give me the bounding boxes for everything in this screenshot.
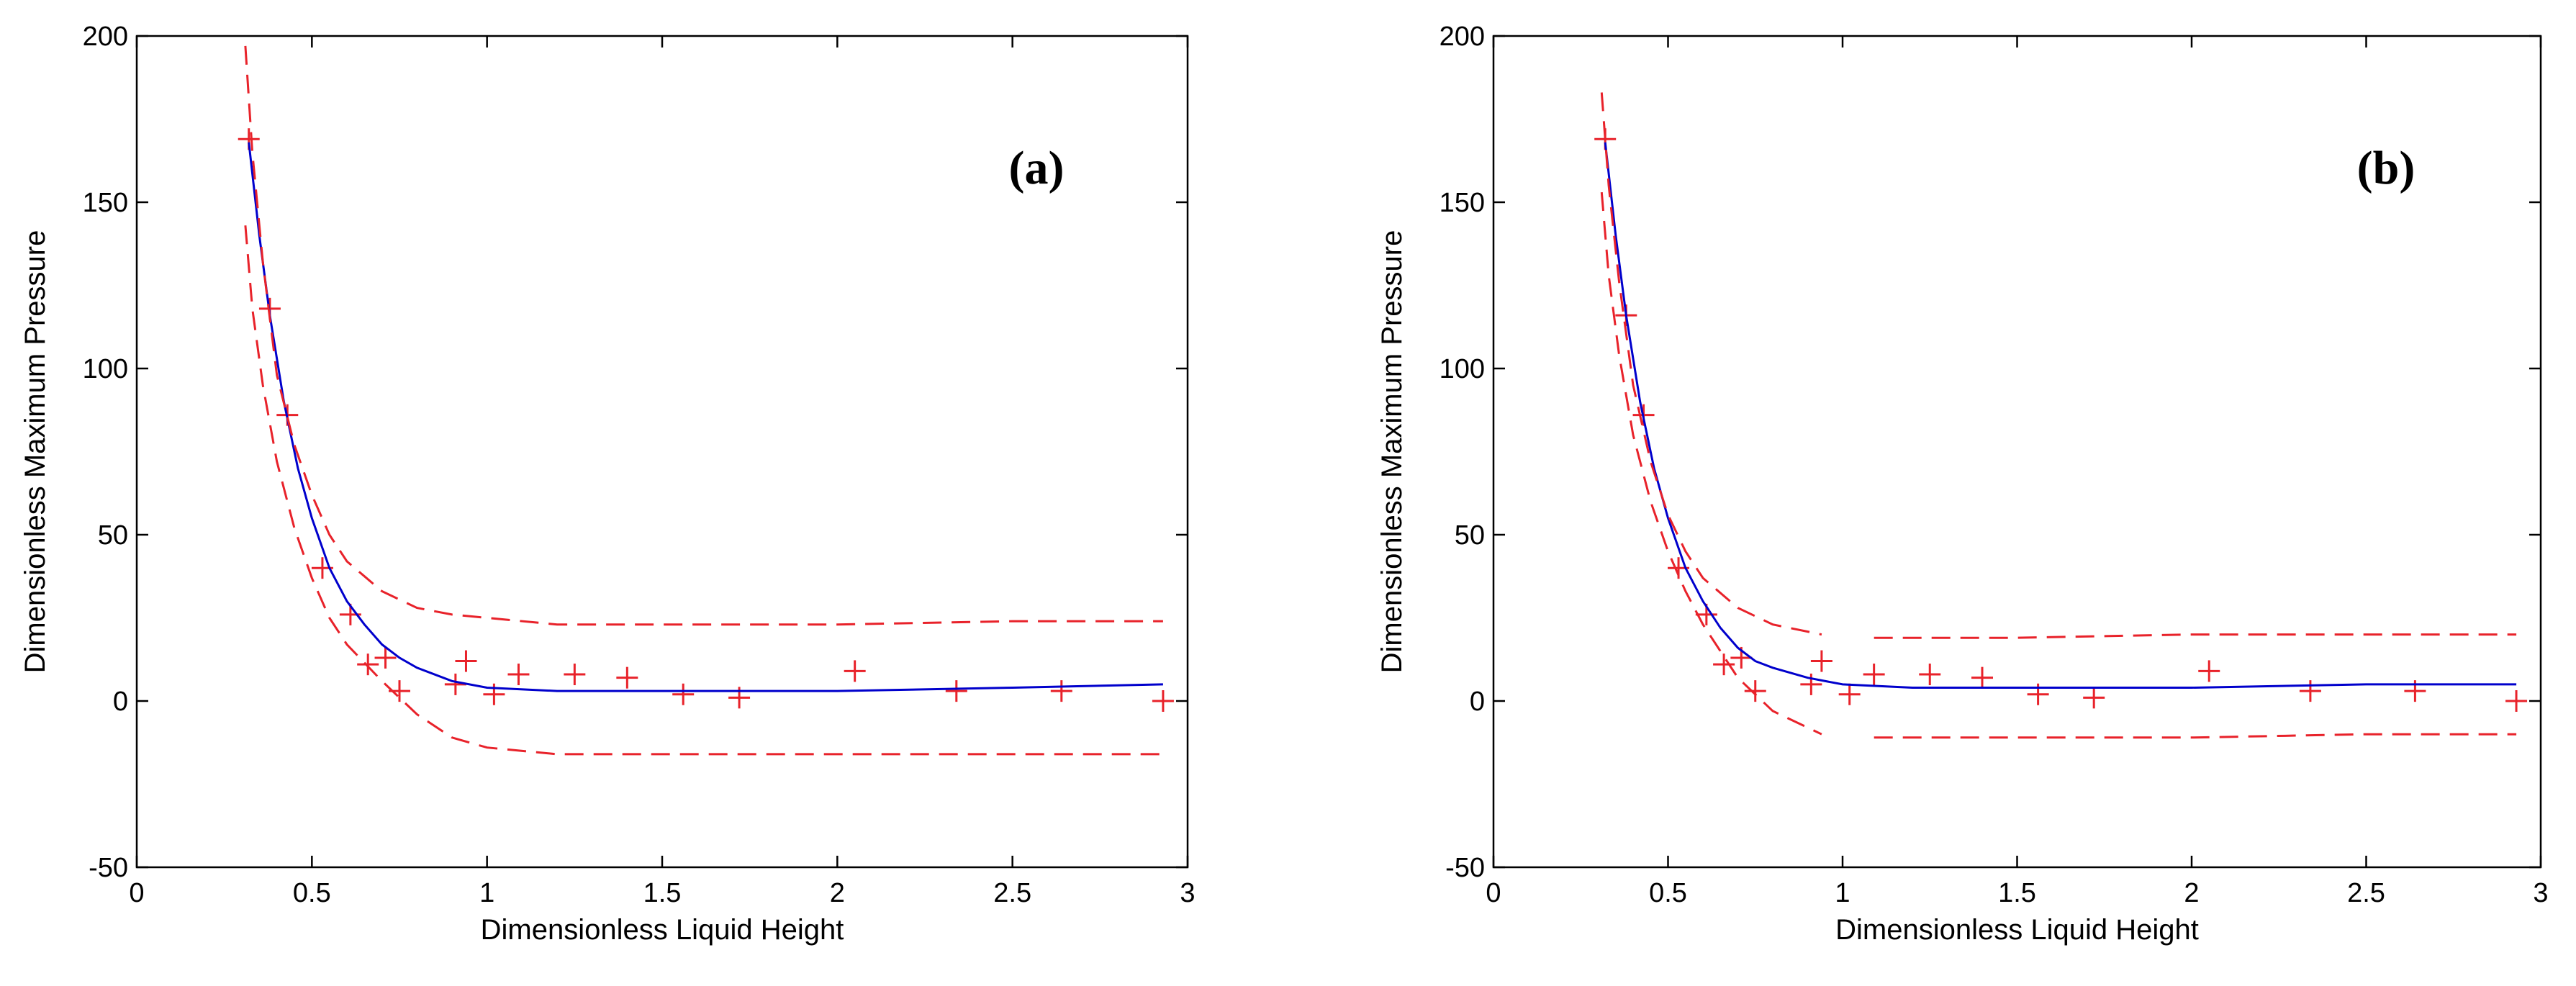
- x-tick-label: 0.5: [1649, 878, 1687, 908]
- chart-panel-b: 0 0.5 1 1.5 2 2.5 3-50050100150200Dimensionles…: [1376, 22, 2549, 946]
- x-tick-label: 0.5: [293, 878, 331, 908]
- x-tick-label: 0: [1486, 878, 1501, 908]
- data-point-marker: [444, 673, 466, 695]
- data-point-marker: [507, 664, 530, 686]
- fit-line: [248, 142, 1163, 692]
- panel-label: (b): [2357, 142, 2415, 194]
- x-tick-label: 1: [1835, 878, 1850, 908]
- data-point-marker: [844, 660, 866, 682]
- data-point-marker: [455, 650, 477, 672]
- y-tick-label: 100: [83, 354, 128, 384]
- x-tick-label: 3: [1180, 878, 1195, 908]
- y-tick-label: 50: [1455, 520, 1485, 551]
- data-point-marker: [2083, 687, 2105, 709]
- data-point-marker: [2198, 660, 2220, 682]
- y-tick-label: 200: [83, 22, 128, 52]
- x-axis-label: Dimensionless Liquid Height: [1835, 914, 2199, 946]
- data-point-marker: [1713, 653, 1735, 676]
- confidence-bound-line: [1874, 733, 2517, 739]
- x-tick-label: 2: [830, 878, 845, 908]
- y-tick-label: 150: [1440, 188, 1485, 218]
- y-tick-label: 100: [1440, 354, 1485, 384]
- data-point-marker: [945, 680, 967, 702]
- data-point-marker: [1800, 673, 1822, 695]
- data-point-marker: [374, 646, 397, 669]
- chart-panel-a: 0 0.5 1 1.5 2 2.5 3-50050100150200Dimensionles…: [19, 22, 1196, 946]
- confidence-bound-line: [1874, 633, 2517, 639]
- data-point-marker: [672, 683, 695, 705]
- data-point-marker: [1744, 680, 1766, 702]
- panel-label: (a): [1009, 142, 1065, 194]
- fit-line: [1604, 142, 2517, 689]
- x-tick-label: 0: [129, 878, 144, 908]
- x-tick-label: 1: [479, 878, 494, 908]
- data-point-marker: [1050, 680, 1072, 702]
- y-tick-label: 0: [113, 687, 128, 717]
- confidence-bound-line: [244, 225, 1163, 756]
- data-point-marker: [357, 653, 379, 676]
- y-tick-label: -50: [89, 853, 128, 883]
- data-point-marker: [1971, 666, 1993, 689]
- y-axis-label: Dimensionless Maximum Pressure: [19, 230, 51, 674]
- confidence-bound-line: [1600, 191, 1822, 736]
- data-point-marker: [2505, 690, 2528, 712]
- x-tick-label: 2.5: [2347, 878, 2385, 908]
- data-point-marker: [616, 666, 638, 689]
- x-tick-label: 2.5: [993, 878, 1031, 908]
- y-tick-label: 0: [1470, 687, 1485, 717]
- x-tick-label: 3: [2533, 878, 2548, 908]
- data-point-marker: [1810, 650, 1832, 672]
- x-tick-label: 2: [2184, 878, 2199, 908]
- x-tick-label: 1.5: [643, 878, 682, 908]
- data-point-marker: [564, 664, 586, 686]
- data-point-marker: [1838, 683, 1861, 705]
- data-point-marker: [1919, 664, 1941, 686]
- data-point-marker: [1152, 690, 1174, 712]
- data-point-marker: [2299, 680, 2321, 702]
- data-point-marker: [1863, 664, 1885, 686]
- y-tick-label: 200: [1440, 22, 1485, 52]
- confidence-bound-line: [1600, 92, 1822, 636]
- y-tick-label: 50: [98, 520, 128, 551]
- y-axis-label: Dimensionless Maximum Pressure: [1376, 230, 1408, 674]
- y-tick-label: -50: [1445, 853, 1485, 883]
- x-axis-label: Dimensionless Liquid Height: [481, 914, 844, 946]
- confidence-bound-line: [244, 45, 1163, 626]
- x-tick-label: 1.5: [1998, 878, 2036, 908]
- y-tick-label: 150: [83, 188, 128, 218]
